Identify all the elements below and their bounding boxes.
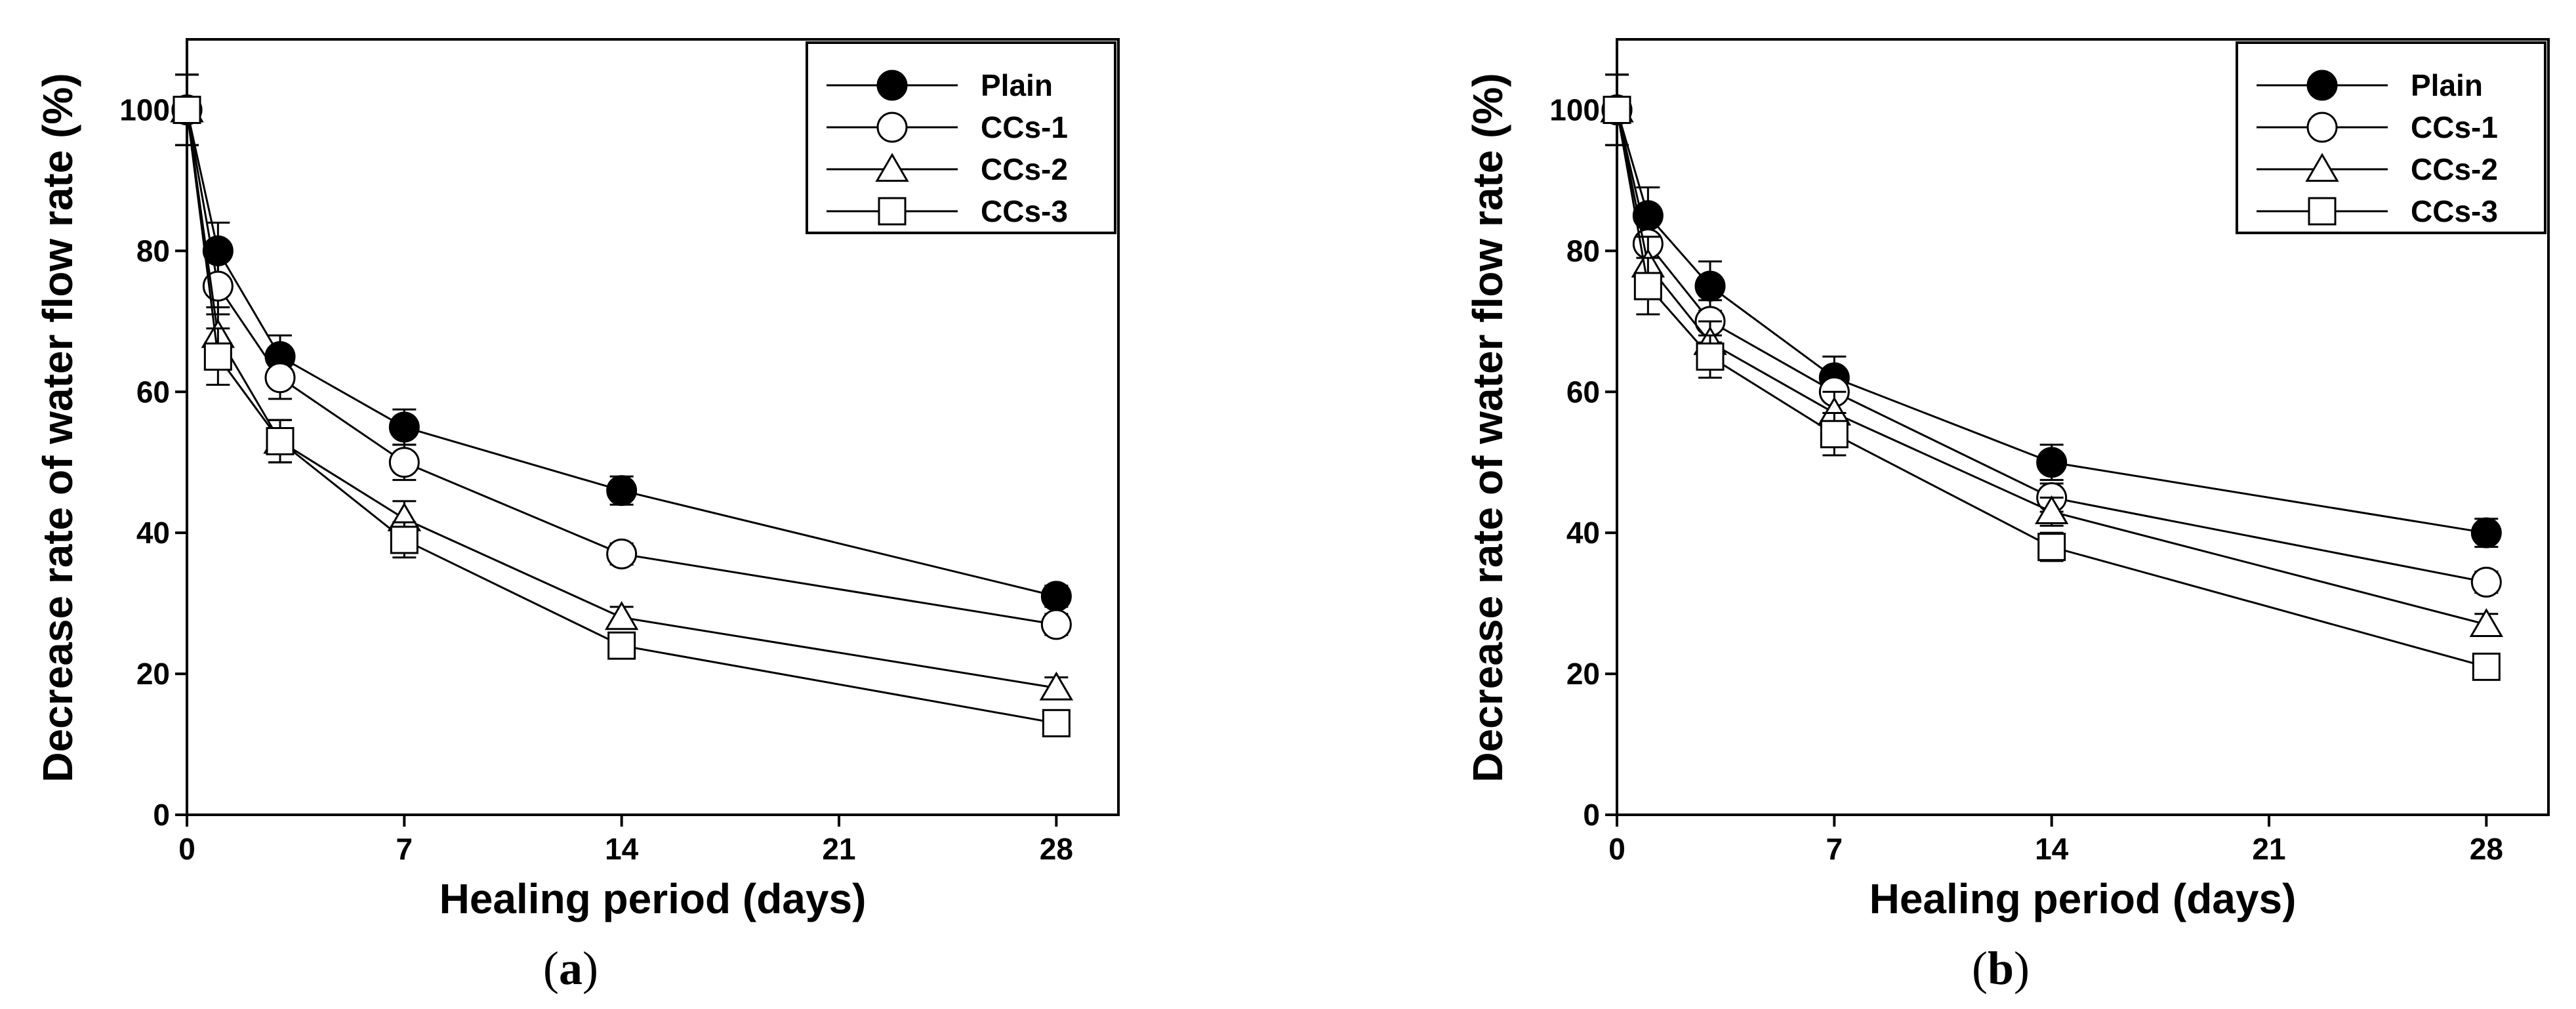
data-point-ccs-1 bbox=[606, 538, 638, 569]
legend-marker bbox=[878, 197, 907, 226]
panel-label: (a) bbox=[543, 942, 598, 995]
data-point-plain bbox=[2470, 517, 2502, 548]
legend-entry-ccs-2: CCs-2 bbox=[827, 152, 1068, 186]
chart-panel-b: 0 7 14 21 28 0 20 40 60 80 100 Healing period (days… bbox=[1464, 38, 2550, 995]
plot-frame bbox=[1616, 38, 2550, 816]
legend-marker bbox=[876, 70, 908, 101]
series-line-ccs-3 bbox=[1616, 110, 2487, 668]
x-tick-label: 7 bbox=[396, 832, 413, 866]
legend-box bbox=[2236, 41, 2546, 234]
x-tick-label: 28 bbox=[2470, 832, 2503, 866]
legend-marker bbox=[2305, 153, 2339, 182]
x-tick-label: 0 bbox=[178, 832, 195, 866]
y-axis-title: Decrease rate of water flow rate (%) bbox=[1464, 73, 1511, 782]
series-ccs-3 bbox=[173, 73, 1071, 737]
legend-marker bbox=[875, 153, 909, 182]
y-tick-label: 80 bbox=[1566, 234, 1600, 268]
series-line-ccs-1 bbox=[186, 110, 1057, 626]
series-line-plain bbox=[1616, 110, 2487, 534]
legend-entry-plain: Plain bbox=[827, 68, 1053, 102]
data-point-ccs-3 bbox=[2037, 533, 2066, 562]
x-tick-label: 28 bbox=[1040, 832, 1073, 866]
legend-marker bbox=[876, 112, 908, 143]
x-tick-label: 21 bbox=[2252, 832, 2285, 866]
y-tick-label: 40 bbox=[136, 516, 170, 550]
x-tick-label: 14 bbox=[605, 832, 639, 866]
chart-panel-a: 0 7 14 21 28 0 20 40 60 80 100 Healing period (days… bbox=[34, 38, 1120, 995]
y-tick-label: 80 bbox=[136, 234, 170, 268]
legend-entry-ccs-2: CCs-2 bbox=[2257, 152, 2498, 186]
data-point-ccs-2 bbox=[2469, 607, 2504, 637]
legend-label: Plain bbox=[981, 68, 1053, 102]
y-tick-label: 20 bbox=[136, 657, 170, 691]
x-tick-label: 21 bbox=[822, 832, 855, 866]
legend-entry-ccs-1: CCs-1 bbox=[2257, 110, 2498, 144]
y-axis-title: Decrease rate of water flow rate (%) bbox=[34, 73, 81, 782]
legend-entry-ccs-1: CCs-1 bbox=[827, 110, 1068, 144]
data-point-ccs-3 bbox=[1820, 420, 1849, 449]
x-tick-label: 14 bbox=[2035, 832, 2069, 866]
legend-entry-ccs-3: CCs-3 bbox=[827, 194, 1068, 228]
legend: Plain CCs-1 CCs-2 CCs-3 bbox=[806, 41, 1116, 234]
x-tick-label: 7 bbox=[1826, 832, 1843, 866]
series-line-plain bbox=[186, 110, 1057, 598]
legend-label: CCs-2 bbox=[2411, 152, 2498, 186]
legend: Plain CCs-1 CCs-2 CCs-3 bbox=[2236, 41, 2546, 234]
data-point-plain bbox=[606, 475, 638, 506]
series-ccs-3 bbox=[1603, 73, 2501, 681]
data-point-ccs-3 bbox=[1633, 272, 1662, 300]
legend-marker bbox=[2306, 112, 2338, 143]
series-line-ccs-3 bbox=[186, 110, 1057, 724]
legend-label: CCs-3 bbox=[981, 194, 1068, 228]
data-point-ccs-1 bbox=[264, 362, 296, 394]
x-tick-label: 0 bbox=[1608, 832, 1625, 866]
data-point-ccs-3 bbox=[390, 525, 419, 554]
y-tick-label: 60 bbox=[1566, 375, 1600, 409]
legend-label: CCs-1 bbox=[2411, 110, 2498, 144]
legend-label: CCs-2 bbox=[981, 152, 1068, 186]
data-point-ccs-3 bbox=[607, 631, 636, 660]
data-point-ccs-3 bbox=[266, 426, 295, 455]
legend-label: CCs-3 bbox=[2411, 194, 2498, 228]
data-point-plain bbox=[1694, 270, 1726, 302]
data-point-ccs-1 bbox=[1040, 609, 1072, 640]
data-point-plain bbox=[2036, 447, 2068, 478]
y-tick-label: 40 bbox=[1566, 516, 1600, 550]
data-point-ccs-2 bbox=[1039, 671, 1074, 701]
legend-label: CCs-1 bbox=[981, 110, 1068, 144]
legend-marker bbox=[2306, 70, 2338, 101]
data-point-ccs-3 bbox=[1042, 709, 1071, 737]
data-point-plain bbox=[1040, 581, 1072, 612]
data-point-ccs-3 bbox=[2472, 652, 2501, 681]
y-tick-label: 0 bbox=[1583, 798, 1600, 832]
data-point-ccs-2 bbox=[604, 601, 639, 630]
y-tick-label: 0 bbox=[153, 798, 170, 832]
data-point-plain bbox=[388, 411, 420, 443]
x-axis-title: Healing period (days) bbox=[1870, 875, 2297, 922]
y-tick-label: 20 bbox=[1566, 657, 1600, 691]
panel-label: (b) bbox=[1972, 942, 2030, 995]
legend-marker bbox=[2308, 197, 2337, 226]
y-tick-label: 100 bbox=[119, 93, 170, 127]
plot-frame bbox=[186, 38, 1120, 816]
y-tick-label: 100 bbox=[1549, 93, 1600, 127]
series-line-ccs-2 bbox=[1616, 110, 2487, 626]
data-point-ccs-2 bbox=[2034, 495, 2069, 525]
data-point-ccs-1 bbox=[388, 447, 420, 478]
data-point-ccs-1 bbox=[2470, 566, 2502, 598]
data-point-ccs-3 bbox=[173, 95, 201, 124]
legend-label: Plain bbox=[2411, 68, 2483, 102]
data-point-ccs-3 bbox=[1696, 342, 1725, 371]
x-axis-title: Healing period (days) bbox=[440, 875, 867, 922]
legend-entry-ccs-3: CCs-3 bbox=[2257, 194, 2498, 228]
y-tick-label: 60 bbox=[136, 375, 170, 409]
series-line-ccs-1 bbox=[1616, 110, 2487, 583]
legend-entry-plain: Plain bbox=[2257, 68, 2483, 102]
series-plain bbox=[171, 73, 1072, 612]
series-line-ccs-2 bbox=[186, 110, 1057, 690]
data-point-ccs-3 bbox=[1603, 95, 1631, 124]
legend-box bbox=[806, 41, 1116, 234]
data-point-ccs-3 bbox=[203, 342, 232, 371]
